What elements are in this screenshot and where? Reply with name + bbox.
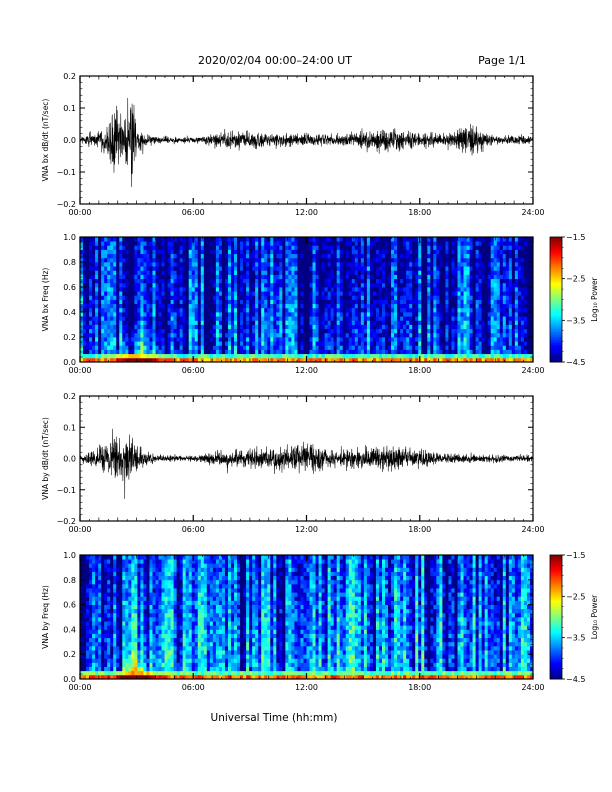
y-tick-label: −0.1 [57, 486, 76, 495]
colorbar: −1.5 −2.5 −3.5 −4.5 Log₁₀ Power [549, 233, 599, 367]
panel-bx-waveform: 00:00 06:00 12:00 18:00 24:00 −0.2 −0.1 0.0 0.1 0… [41, 72, 545, 217]
x-tick-label: 06:00 [182, 366, 205, 375]
spectrogram-image [80, 237, 534, 363]
x-tick-label: 00:00 [68, 366, 91, 375]
x-tick-label: 18:00 [408, 683, 431, 692]
y-tick-label: −0.2 [57, 517, 76, 526]
y-tick-label: 0.6 [63, 601, 76, 610]
y-tick-label: −0.2 [57, 200, 76, 209]
y-tick-label: 0.8 [63, 258, 76, 267]
y-tick-label: 0.8 [63, 576, 76, 585]
colorbar-tick-label: −4.5 [566, 675, 585, 684]
x-tick-label: 00:00 [68, 683, 91, 692]
x-tick-label: 24:00 [521, 525, 544, 534]
page-title: 2020/02/04 00:00–24:00 UT [198, 54, 352, 67]
x-tick-label: 12:00 [295, 366, 318, 375]
y-tick-label: 0.2 [63, 72, 76, 81]
chart-panels: 00:00 06:00 12:00 18:00 24:00 −0.2 −0.1 0.0 0.1 0… [41, 72, 599, 692]
y-tick-label: 0.1 [63, 104, 76, 113]
x-tick-label: 00:00 [68, 525, 91, 534]
colorbar-label: Log₁₀ Power [590, 594, 599, 639]
y-tick-label: 0.2 [63, 650, 76, 659]
x-tick-label: 18:00 [408, 208, 431, 217]
x-tick-label: 18:00 [408, 525, 431, 534]
x-tick-label: 12:00 [295, 525, 318, 534]
x-tick-label: 06:00 [182, 208, 205, 217]
x-axis-title: Universal Time (hh:mm) [211, 712, 338, 724]
y-tick-label: 1.0 [63, 551, 76, 560]
y-axis-title: VNA by Freq (Hz) [41, 585, 50, 649]
y-tick-label: 0.2 [63, 392, 76, 401]
x-tick-label: 12:00 [295, 208, 318, 217]
x-tick-label: 12:00 [295, 683, 318, 692]
y-tick-label: 0.0 [63, 455, 76, 464]
x-tick-label: 06:00 [182, 525, 205, 534]
x-tick-label: 18:00 [408, 366, 431, 375]
x-tick-label: 24:00 [521, 208, 544, 217]
colorbar-tick-label: −1.5 [566, 233, 585, 242]
colorbar-label: Log₁₀ Power [590, 276, 599, 321]
panel-bx-spectrogram: −1.5 −2.5 −3.5 −4.5 Log₁₀ Power 00:00 06:00 12:… [41, 233, 599, 375]
page-number-label: Page 1/1 [478, 54, 526, 67]
panel-by-spectrogram: −1.5 −2.5 −3.5 −4.5 Log₁₀ Power 00:00 06:00 12:… [41, 551, 599, 692]
colorbar-tick-label: −2.5 [566, 592, 585, 601]
x-tick-label: 24:00 [521, 366, 544, 375]
y-axis-title: VNA by dB/dt (nT/sec) [41, 417, 50, 500]
panel-by-waveform: 00:00 06:00 12:00 18:00 24:00 −0.2 −0.1 0.0 0.1 0… [41, 392, 545, 534]
colorbar-tick-label: −4.5 [566, 358, 585, 367]
x-tick-label: 24:00 [521, 683, 544, 692]
y-tick-label: 0.0 [63, 136, 76, 145]
y-tick-label: 0.0 [63, 675, 76, 684]
colorbar-tick-label: −2.5 [566, 275, 585, 284]
y-tick-label: 0.2 [63, 333, 76, 342]
colorbar: −1.5 −2.5 −3.5 −4.5 Log₁₀ Power [549, 551, 599, 684]
colorbar-tick-label: −1.5 [566, 551, 585, 560]
y-tick-label: 0.0 [63, 358, 76, 367]
y-tick-label: 0.6 [63, 283, 76, 292]
y-axis-title: VNA bx Freq (Hz) [41, 268, 50, 332]
waveform-line [79, 97, 534, 187]
colorbar-tick-label: −3.5 [566, 316, 585, 325]
spectrogram-image [80, 555, 534, 680]
y-tick-label: 1.0 [63, 233, 76, 242]
y-axis-title: VNA bx dB/dt (nT/sec) [41, 99, 50, 182]
y-tick-label: −0.1 [57, 168, 76, 177]
y-tick-label: 0.4 [63, 308, 76, 317]
x-tick-label: 00:00 [68, 208, 91, 217]
y-tick-label: 0.1 [63, 423, 76, 432]
waveform-line [79, 428, 534, 499]
x-tick-label: 06:00 [182, 683, 205, 692]
y-tick-label: 0.4 [63, 625, 76, 634]
colorbar-tick-label: −3.5 [566, 634, 585, 643]
